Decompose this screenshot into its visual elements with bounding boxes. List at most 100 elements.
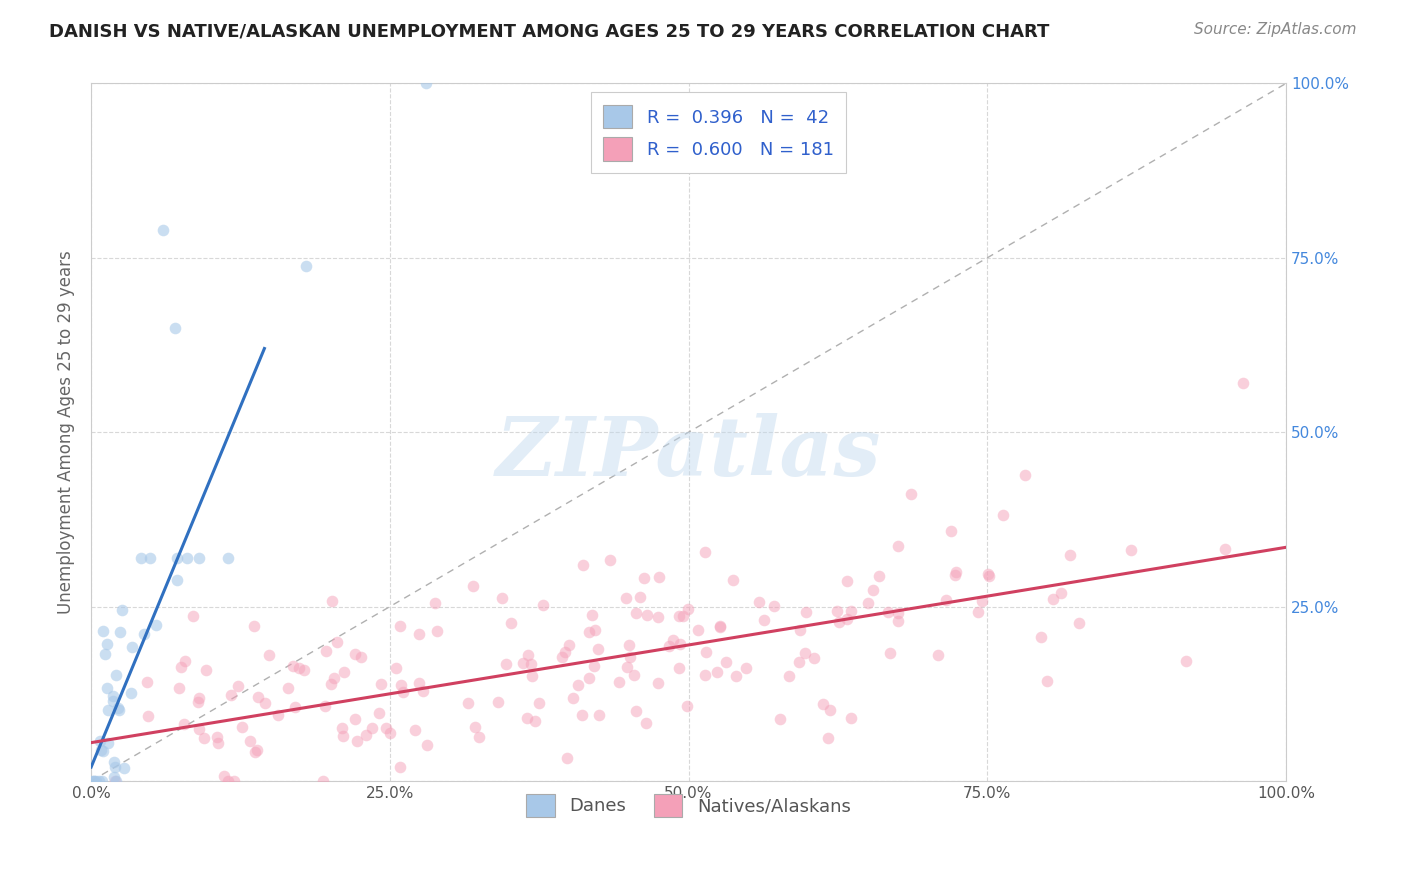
Point	[205, 730, 228, 744]
Point	[586, 641, 609, 656]
Point	[619, 638, 641, 652]
Point	[412, 683, 434, 698]
Point	[554, 645, 576, 659]
Point	[91, 744, 114, 758]
Point	[648, 570, 671, 584]
Point	[243, 618, 266, 632]
Point	[101, 694, 124, 708]
Point	[91, 624, 114, 638]
Point	[524, 714, 547, 728]
Point	[195, 664, 218, 678]
Point	[93, 647, 115, 661]
Point	[676, 602, 699, 616]
Point	[368, 706, 391, 720]
Point	[499, 616, 522, 631]
Point	[468, 731, 491, 745]
Point	[768, 712, 790, 726]
Point	[599, 553, 621, 567]
Point	[1049, 586, 1071, 600]
Point	[253, 696, 276, 710]
Point	[312, 774, 335, 789]
Point	[555, 751, 578, 765]
Point	[219, 688, 242, 702]
Point	[714, 655, 737, 669]
Point	[145, 618, 167, 632]
Point	[1035, 674, 1057, 689]
Point	[862, 582, 884, 597]
Point	[935, 593, 957, 607]
Point	[1014, 468, 1036, 483]
Point	[748, 595, 770, 609]
Point	[752, 613, 775, 627]
Point	[1059, 548, 1081, 562]
Point	[662, 633, 685, 648]
Point	[837, 612, 859, 626]
Point	[181, 609, 204, 624]
Point	[97, 736, 120, 750]
Point	[607, 675, 630, 690]
Point	[495, 657, 517, 672]
Point	[839, 603, 862, 617]
Point	[1175, 655, 1198, 669]
Point	[520, 668, 543, 682]
Point	[1213, 541, 1236, 556]
Point	[461, 578, 484, 592]
Point	[89, 733, 111, 747]
Point	[658, 639, 681, 653]
Point	[96, 637, 118, 651]
Point	[647, 609, 669, 624]
Point	[370, 677, 392, 691]
Point	[346, 733, 368, 747]
Point	[288, 661, 311, 675]
Point	[391, 685, 413, 699]
Point	[571, 708, 593, 723]
Point	[616, 660, 638, 674]
Point	[583, 623, 606, 637]
Point	[104, 774, 127, 789]
Point	[84, 774, 107, 789]
Point	[695, 668, 717, 682]
Point	[693, 545, 716, 559]
Point	[512, 657, 534, 671]
Point	[531, 598, 554, 612]
Point	[647, 676, 669, 690]
Point	[388, 619, 411, 633]
Point	[343, 712, 366, 726]
Point	[207, 735, 229, 749]
Point	[108, 703, 131, 717]
Point	[709, 619, 731, 633]
Point	[326, 635, 349, 649]
Point	[89, 774, 111, 789]
Point	[173, 716, 195, 731]
Point	[138, 550, 160, 565]
Point	[835, 574, 858, 588]
Point	[695, 645, 717, 659]
Point	[166, 550, 188, 565]
Point	[166, 573, 188, 587]
Point	[668, 661, 690, 675]
Point	[614, 591, 637, 606]
Point	[669, 637, 692, 651]
Point	[415, 77, 437, 91]
Y-axis label: Unemployment Among Ages 25 to 29 years: Unemployment Among Ages 25 to 29 years	[58, 251, 75, 614]
Point	[939, 524, 962, 539]
Point	[389, 677, 412, 691]
Point	[562, 690, 585, 705]
Point	[222, 774, 245, 789]
Point	[187, 550, 209, 565]
Point	[624, 704, 647, 718]
Point	[217, 550, 239, 565]
Point	[457, 696, 479, 710]
Point	[408, 676, 430, 690]
Point	[877, 605, 900, 619]
Text: Source: ZipAtlas.com: Source: ZipAtlas.com	[1194, 22, 1357, 37]
Point	[314, 699, 336, 714]
Point	[583, 658, 606, 673]
Point	[416, 738, 439, 752]
Point	[516, 711, 538, 725]
Point	[581, 607, 603, 622]
Point	[887, 539, 910, 553]
Point	[408, 627, 430, 641]
Point	[977, 569, 1000, 583]
Point	[132, 627, 155, 641]
